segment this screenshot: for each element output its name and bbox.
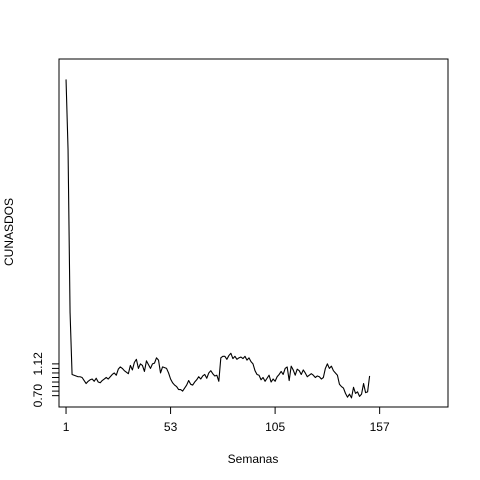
x-tick-label: 157 — [370, 420, 390, 434]
y-axis-label: CUNASDOS — [2, 198, 16, 266]
plot-frame — [58, 58, 449, 408]
x-tick-label: 1 — [63, 420, 70, 434]
y-tick-label: 0.70 — [31, 384, 45, 408]
x-tick-label: 105 — [265, 420, 285, 434]
y-tick-label: 1.12 — [31, 352, 45, 376]
x-tick-label: 53 — [164, 420, 178, 434]
x-axis: 1 53 105 157 — [63, 407, 390, 434]
x-axis-label: Semanas — [228, 452, 279, 466]
series-line — [65, 79, 371, 399]
y-axis: 0.70 1.12 — [31, 352, 59, 407]
